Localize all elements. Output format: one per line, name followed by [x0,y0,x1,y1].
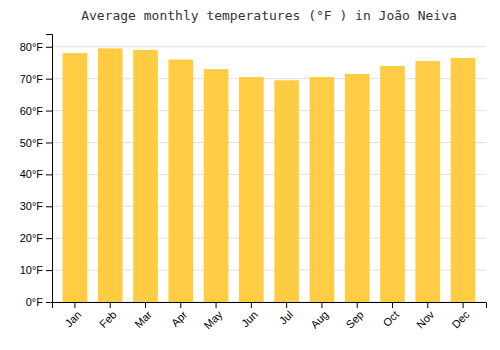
x-tick: Oct [380,302,401,329]
x-tick-mark [321,302,322,308]
x-tick-label: Dec [449,308,472,331]
x-tick-mark [216,302,217,308]
bar [239,77,264,302]
x-tick: Nov [414,302,437,331]
x-tick-mark [392,302,393,308]
x-tick: Sep [343,302,365,331]
plot: 0°F 10°F 20°F 30°F 40°F 50°F 60°F 70°F 80°F Jan Fe… [20,35,487,332]
x-tick: May [201,302,225,331]
y-tick: 60°F [20,105,52,117]
x-tick-mark [180,302,181,308]
x-axis: Jan Feb Mar Apr May Jun Jul Aug Sep Oct Nov Dec [53,302,487,331]
y-tick-mark [46,206,52,207]
y-tick-label: 80°F [20,41,44,53]
bar [345,74,370,302]
x-tick-label: Jun [239,308,260,329]
x-tick-mark [286,302,287,308]
bars [63,48,476,302]
bar [451,58,476,302]
x-tick-label: May [201,308,225,332]
x-tick: Jul [277,302,295,327]
y-tick-label: 0°F [26,296,44,308]
grid [52,47,486,302]
y-tick-mark [46,111,52,112]
bar [204,69,229,302]
x-tick-label: Apr [169,308,190,329]
chart: 0°F 10°F 20°F 30°F 40°F 50°F 60°F 70°F 80°F Jan Fe… [0,0,500,350]
y-tick-mark [46,270,52,271]
title: Average monthly temperatures (°F ) in Jo… [81,8,457,23]
x-tick: Feb [97,302,119,330]
y-tick: 50°F [20,136,52,148]
y-tick-label: 50°F [20,136,44,148]
y-axis: 0°F 10°F 20°F 30°F 40°F 50°F 60°F 70°F 80°F [20,35,53,309]
x-axis-line [53,303,487,309]
x-tick-label: Aug [308,308,330,330]
y-tick: 0°F [26,296,52,308]
y-tick: 40°F [20,168,52,180]
bar [415,61,440,302]
x-tick-mark [427,302,428,308]
y-tick-mark [46,174,52,175]
bar [98,48,123,302]
bar [63,53,88,302]
y-tick-mark [46,142,52,143]
y-tick-mark [46,302,52,303]
bar [310,77,335,302]
y-axis-line [46,35,53,303]
x-tick: Jan [62,302,83,329]
y-tick-label: 30°F [20,200,44,212]
x-tick-label: Mar [132,308,154,330]
bar [380,66,405,302]
x-tick-mark [145,302,146,308]
x-tick-label: Nov [414,308,437,331]
x-tick-mark [251,302,252,308]
x-tick-label: Jan [62,308,83,329]
x-tick-mark [357,302,358,308]
x-tick-label: Sep [343,308,365,330]
y-tick-mark [46,238,52,239]
grid-line [52,46,486,47]
x-tick: Aug [308,302,330,331]
bar [133,50,158,302]
x-tick: Mar [132,302,154,330]
y-tick: 20°F [20,232,52,244]
x-tick-label: Jul [277,308,295,326]
bar [168,60,193,302]
y-tick-mark [46,47,52,48]
y-tick-label: 60°F [20,105,44,117]
y-tick: 80°F [20,41,52,53]
y-tick-label: 20°F [20,232,44,244]
x-tick-mark [110,302,111,308]
y-tick-mark [46,79,52,80]
y-tick-label: 10°F [20,264,44,276]
x-tick-mark [463,302,464,308]
x-tick-label: Feb [97,308,119,330]
y-tick: 70°F [20,73,52,85]
x-tick-label: Oct [380,308,401,329]
y-tick-label: 70°F [20,73,44,85]
y-tick: 30°F [20,200,52,212]
y-tick-label: 40°F [20,168,44,180]
x-tick: Jun [239,302,260,329]
x-tick: Dec [449,302,472,331]
bar [274,80,299,302]
x-tick: Apr [169,302,190,329]
y-tick: 10°F [20,264,52,276]
x-tick-mark [74,302,75,308]
